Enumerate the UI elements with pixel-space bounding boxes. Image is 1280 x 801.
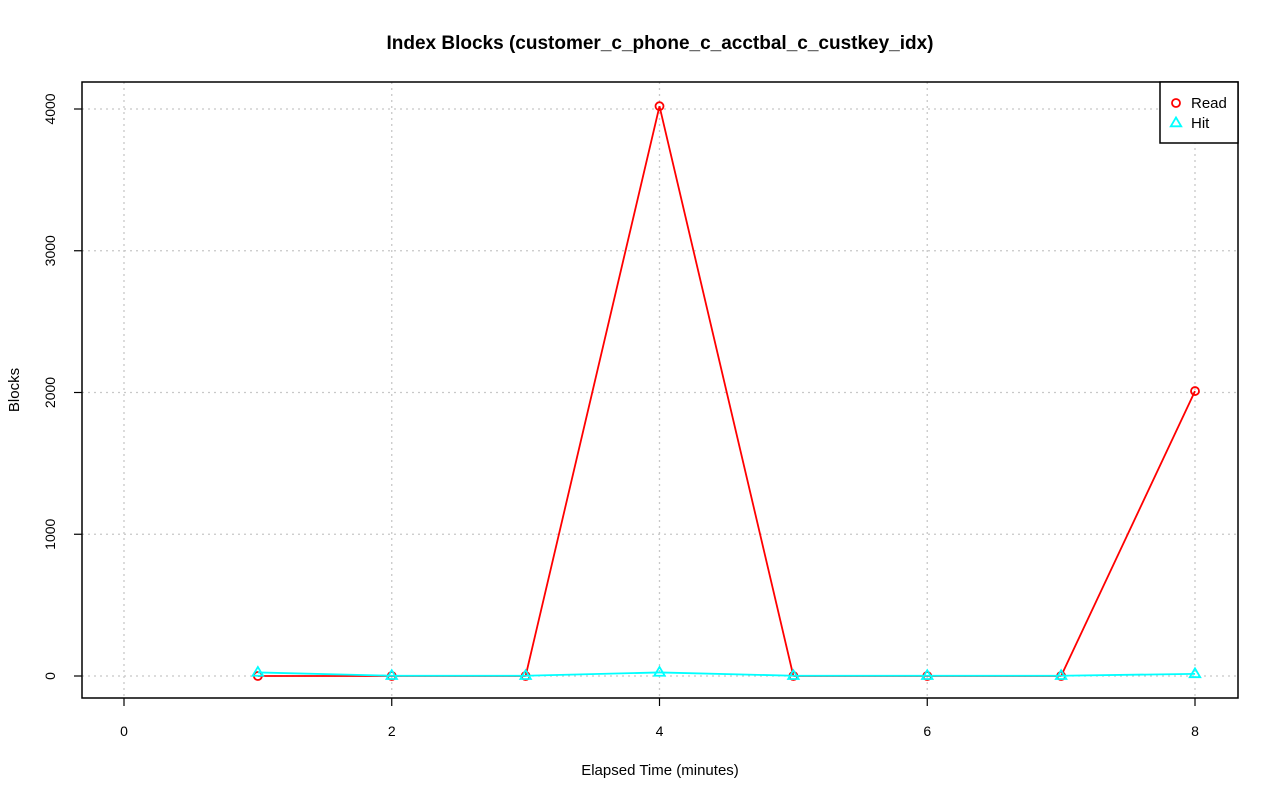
series-segment	[525, 671, 660, 677]
x-tick-label: 2	[388, 723, 396, 739]
legend-entries: Read Hit	[1169, 95, 1227, 132]
data-point	[518, 668, 533, 680]
x-tick-label: 4	[656, 723, 664, 739]
legend-box	[1159, 81, 1239, 144]
series-segment	[257, 671, 392, 677]
series-segment	[659, 671, 794, 677]
y-tick-label: 0	[42, 672, 58, 680]
y-tick-label: 4000	[42, 93, 58, 124]
grid-layer	[82, 82, 1238, 698]
data-point	[786, 668, 801, 680]
x-tick-label: 6	[923, 723, 931, 739]
series-segment	[1061, 672, 1196, 677]
series-hit	[251, 665, 1202, 680]
series-layer	[251, 101, 1202, 681]
series-segment	[524, 105, 661, 677]
legend-marker	[1171, 98, 1181, 108]
x-tick-label: 0	[120, 723, 128, 739]
y-tick-label: 1000	[42, 518, 58, 549]
series-segment	[1060, 390, 1196, 677]
legend-label: Read	[1191, 95, 1227, 112]
x-axis: 0 2 4 6 8	[120, 698, 1199, 739]
legend: Read Hit	[1159, 81, 1239, 144]
series-segment	[658, 105, 795, 677]
data-point	[1188, 666, 1202, 679]
data-point	[920, 668, 935, 680]
x-axis-label: Elapsed Time (minutes)	[581, 762, 739, 779]
y-tick-label: 2000	[42, 377, 58, 408]
series-read	[252, 101, 1200, 681]
legend-label: Hit	[1191, 115, 1210, 132]
data-point	[251, 665, 265, 677]
y-axis-label: Blocks	[6, 368, 23, 412]
data-point	[654, 101, 665, 112]
chart-title: Index Blocks (customer_c_phone_c_acctbal…	[386, 33, 933, 54]
legend-marker	[1169, 115, 1183, 128]
data-point	[1190, 386, 1200, 396]
y-axis: 0 1000 2000 3000 4000	[42, 93, 82, 680]
data-point	[1054, 668, 1068, 680]
y-tick-label: 3000	[42, 235, 58, 266]
data-point	[652, 665, 667, 677]
data-point	[384, 668, 399, 680]
x-tick-label: 8	[1191, 723, 1199, 739]
